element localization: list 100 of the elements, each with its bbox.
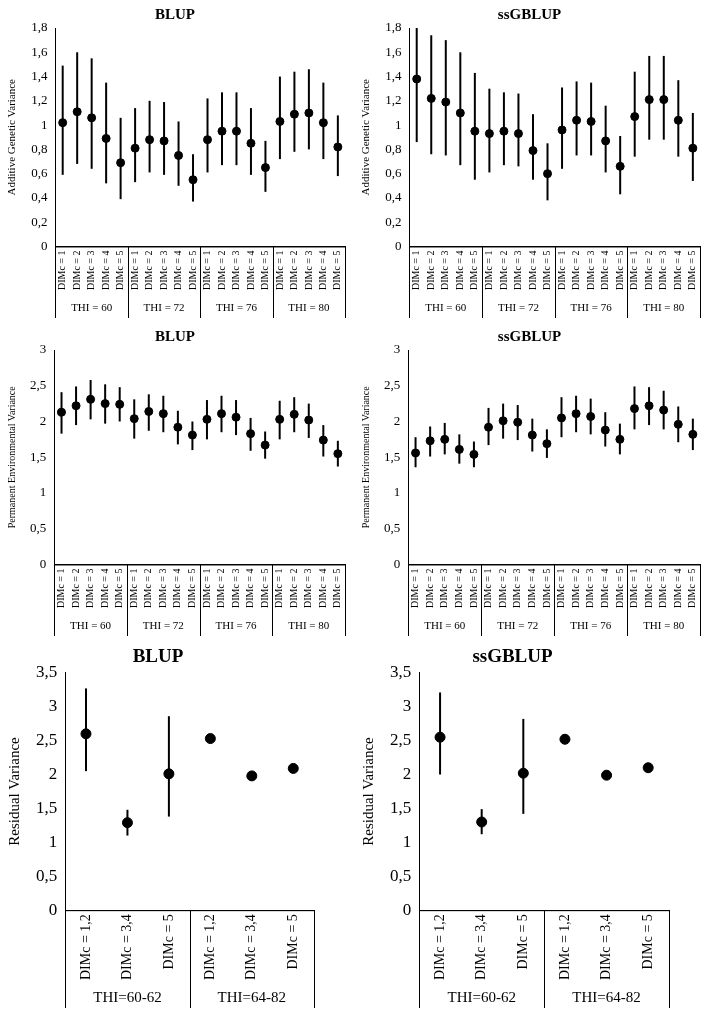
point xyxy=(174,150,184,160)
x-tick-label: DIMc = 2 xyxy=(69,568,81,609)
y-tick-label: 3 xyxy=(393,341,401,357)
x-tick-label: DIMc = 3,4 xyxy=(119,914,135,981)
point xyxy=(513,417,523,427)
x-tick-label: DIMc = 4 xyxy=(599,250,611,291)
y-tick-label: 1,6 xyxy=(31,43,48,59)
point xyxy=(130,143,140,153)
y-tick-label: 1 xyxy=(40,116,48,132)
x-tick-label: DIMc = 5 xyxy=(114,250,126,291)
x-tick-label: DIMc = 1,2 xyxy=(202,914,218,981)
y-tick-label: 0 xyxy=(39,555,47,571)
text: THI=60-62 xyxy=(93,988,162,1005)
x-tick-label: DIMc = 3,4 xyxy=(473,914,489,981)
point xyxy=(57,407,67,417)
point xyxy=(204,733,216,745)
x-tick-label: DIMc = 1,2 xyxy=(431,914,447,981)
x-tick-label: DIMc = 2 xyxy=(288,250,300,291)
point xyxy=(318,118,328,128)
x-tick-label: DIMc = 2 xyxy=(570,250,582,291)
x-tick-label: DIMc = 3 xyxy=(229,568,241,609)
point xyxy=(543,169,553,179)
point xyxy=(557,413,566,423)
x-tick-label: DIMc = 4 xyxy=(171,568,183,609)
point xyxy=(289,409,299,419)
point xyxy=(318,435,328,445)
y-tick-label: 0,6 xyxy=(385,165,402,181)
point xyxy=(101,133,111,143)
y-tick-label: 0,2 xyxy=(31,213,48,229)
text: THI = 80 xyxy=(643,618,685,631)
x-tick-label: DIMc = 3 xyxy=(156,568,168,609)
y-tick-label: 2 xyxy=(48,764,58,783)
x-tick-label: DIMc = 4 xyxy=(598,568,610,609)
point xyxy=(159,136,169,146)
point xyxy=(287,762,299,774)
point xyxy=(659,95,669,105)
text: THI = 72 xyxy=(143,300,185,313)
x-tick-label: DIMc = 2 xyxy=(215,568,227,609)
x-tick-label: DIMc = 5 xyxy=(284,914,300,970)
x-tick-label: DIMc = 1 xyxy=(482,568,494,609)
x-tick-label: DIMc = 5 xyxy=(258,568,270,609)
y-tick-label: 3 xyxy=(402,696,412,716)
y-tick-label: 0,5 xyxy=(30,520,47,536)
text: THI = 76 xyxy=(215,618,258,631)
x-tick-label: DIMc = 5 xyxy=(113,568,125,609)
y-tick-label: 3 xyxy=(48,696,58,716)
y-tick-label: 0 xyxy=(40,237,48,253)
point xyxy=(470,126,480,136)
y-tick-label: 0 xyxy=(393,555,401,571)
point xyxy=(246,429,256,439)
x-tick-label: DIMc = 1 xyxy=(555,568,567,609)
y-tick-label: 1,4 xyxy=(385,67,402,83)
y-tick-label: 1,8 xyxy=(385,19,402,35)
x-tick-label: DIMc = 3 xyxy=(439,250,451,291)
point xyxy=(260,440,270,450)
point xyxy=(454,444,464,454)
point xyxy=(173,422,183,432)
x-tick-label: DIMc = 2 xyxy=(642,568,654,609)
x-tick-label: DIMc = 5 xyxy=(540,568,552,609)
x-tick-label: DIMc = 2 xyxy=(424,250,436,291)
point xyxy=(231,412,241,422)
x-tick-label: DIMc = 1 xyxy=(483,250,495,291)
chart-title: ssGBLUP xyxy=(497,327,562,344)
point xyxy=(217,126,227,136)
point xyxy=(498,416,508,426)
x-tick-label: DIMc = 3 xyxy=(438,568,450,609)
x-tick-label: DIMc = 3 xyxy=(84,568,96,609)
point xyxy=(115,399,125,409)
x-tick-label: DIMc = 3 xyxy=(302,568,314,609)
point xyxy=(145,135,155,145)
y-tick-label: 2,5 xyxy=(390,730,412,750)
point xyxy=(659,405,669,415)
point xyxy=(275,414,285,424)
y-tick-label: 1,6 xyxy=(385,43,402,59)
x-tick-label: DIMc = 2 xyxy=(70,250,82,291)
x-tick-label: DIMc = 1 xyxy=(127,568,139,609)
x-tick-label: DIMc = 5 xyxy=(186,568,198,609)
x-tick-label: DIMc = 1 xyxy=(273,250,285,291)
y-tick-label: 2,5 xyxy=(30,377,47,393)
point xyxy=(217,409,226,419)
point xyxy=(434,731,446,743)
point xyxy=(455,108,465,118)
point xyxy=(644,95,654,105)
x-tick-label: DIMc = 1,2 xyxy=(556,914,572,981)
point xyxy=(440,434,450,444)
y-tick-label: 2 xyxy=(393,412,401,428)
y-tick-label: 1,2 xyxy=(31,92,48,108)
y-axis-title: Permanent Environmental Variance xyxy=(5,385,17,529)
point xyxy=(542,439,552,449)
point xyxy=(476,816,488,828)
x-tick-label: DIMc = 3 xyxy=(157,250,169,291)
x-tick-label: DIMc = 5 xyxy=(613,568,625,609)
text: THI = 72 xyxy=(497,300,539,313)
x-tick-label: DIMc = 3 xyxy=(657,250,669,291)
point xyxy=(58,118,68,128)
y-tick-label: 1,2 xyxy=(385,92,402,108)
x-tick-label: DIMc = 2 xyxy=(143,250,155,291)
point xyxy=(100,399,110,409)
x-tick-label: DIMc = 4 xyxy=(172,250,184,291)
x-tick-label: DIMc = 1 xyxy=(555,250,567,291)
